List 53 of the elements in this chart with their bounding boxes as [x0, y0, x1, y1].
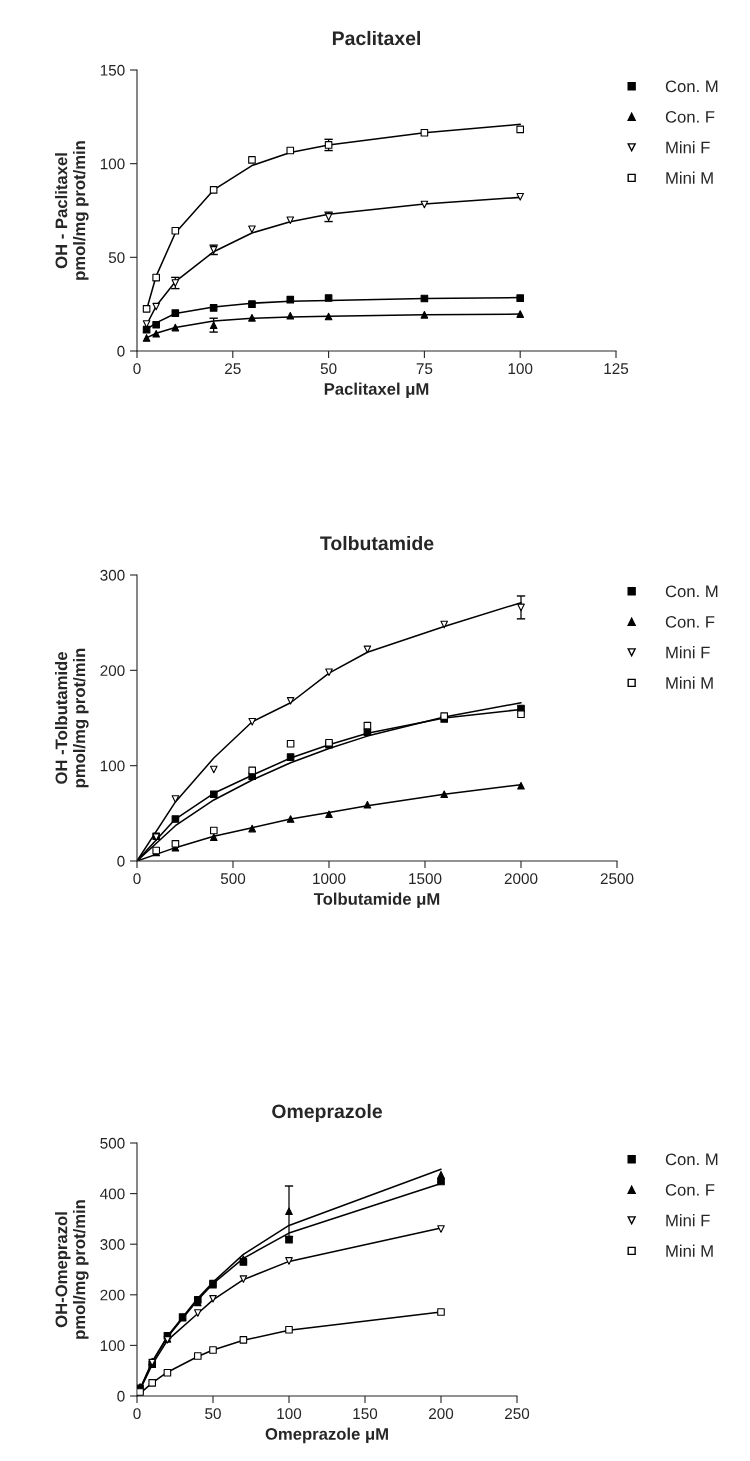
legend-label: Mini M [666, 171, 713, 184]
y-tick-label: 100 [100, 760, 125, 772]
x-tick-label: 150 [353, 1408, 378, 1420]
legend-label: Con. M [665, 80, 718, 93]
x-tick-label: 2500 [600, 873, 634, 885]
x-tick-label: 50 [320, 363, 337, 375]
x-tick-label: 500 [220, 873, 246, 885]
legend-label: Con. M [665, 1153, 718, 1166]
x-tick-label: 100 [277, 1408, 302, 1420]
y-tick-label: 100 [100, 1340, 125, 1352]
y-tick-label: 150 [100, 64, 125, 76]
y-tick-label: 0 [117, 855, 125, 867]
y-tick-label: 300 [100, 1239, 125, 1250]
y-tick-label: 0 [117, 1390, 125, 1402]
legend-label: Con. F [665, 615, 715, 628]
legend-label: Con. F [665, 1183, 715, 1196]
x-tick-label: 50 [205, 1408, 221, 1420]
x-tick-label: 0 [133, 873, 141, 885]
y-tick-label: 50 [108, 252, 125, 264]
y-axis-title: OH -Tolbutamide pmol/mg prot/min [55, 648, 89, 788]
x-tick-label: 75 [416, 363, 433, 375]
chart-title: Paclitaxel [332, 30, 420, 46]
x-tick-label: 100 [508, 363, 533, 375]
legend-label: Mini F [666, 646, 710, 659]
legend-label: Mini M [666, 676, 713, 689]
x-tick-label: 0 [133, 1408, 141, 1420]
x-tick-label: 250 [505, 1408, 530, 1420]
y-tick-label: 200 [100, 1289, 125, 1301]
chart-title: Tolbutamide [320, 535, 434, 551]
x-tick-label: 2000 [504, 873, 538, 885]
y-tick-label: 500 [100, 1137, 125, 1149]
x-tick-label: 0 [133, 363, 141, 375]
x-tick-label: 200 [429, 1408, 454, 1420]
y-tick-label: 0 [117, 345, 125, 357]
y-tick-label: 400 [100, 1188, 125, 1200]
legend-label: Con. M [665, 585, 718, 598]
legend-label: Mini F [666, 141, 710, 154]
x-tick-label: 25 [225, 363, 241, 375]
y-tick-label: 300 [100, 569, 125, 581]
legend-label: Con. F [665, 110, 715, 123]
chart-title: Omeprazole [272, 1103, 382, 1123]
x-axis-title: Omeprazole μM [265, 1427, 388, 1444]
x-axis-title: Paclitaxel μM [324, 382, 429, 399]
y-tick-label: 100 [100, 158, 125, 170]
x-axis-title: Tolbutamide μM [313, 892, 440, 909]
legend-label: Mini F [666, 1214, 710, 1227]
x-tick-label: 1000 [313, 873, 346, 885]
y-tick-label: 200 [100, 665, 125, 677]
legend-label: Mini M [666, 1244, 713, 1257]
x-tick-label: 1500 [409, 873, 442, 885]
y-axis-title: OH-Omeprazol pmol/mg prot/min [55, 1200, 89, 1339]
x-tick-label: 125 [604, 363, 629, 375]
y-axis-title: OH - Paclitaxel pmol/mg prot/min [55, 141, 89, 280]
